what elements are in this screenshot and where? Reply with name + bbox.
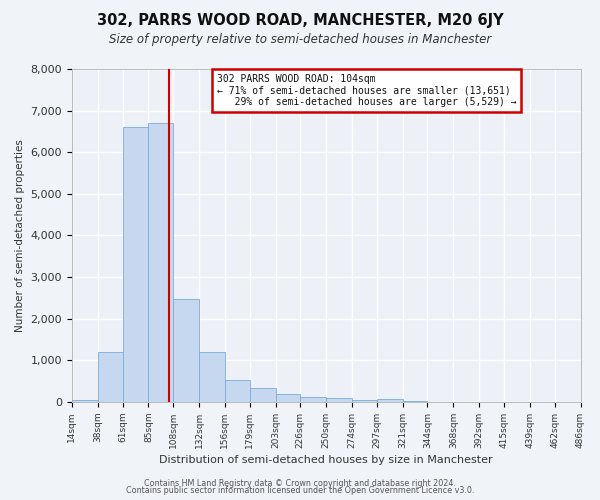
Text: Contains public sector information licensed under the Open Government Licence v3: Contains public sector information licen…: [126, 486, 474, 495]
Text: Size of property relative to semi-detached houses in Manchester: Size of property relative to semi-detach…: [109, 32, 491, 46]
Bar: [148, 123, 173, 402]
Bar: [275, 394, 301, 402]
Bar: [377, 398, 403, 402]
Bar: [98, 352, 122, 402]
Bar: [403, 400, 427, 402]
Bar: [301, 396, 326, 402]
Bar: [72, 400, 98, 402]
Bar: [250, 388, 275, 402]
Bar: [173, 298, 199, 402]
Text: 302, PARRS WOOD ROAD, MANCHESTER, M20 6JY: 302, PARRS WOOD ROAD, MANCHESTER, M20 6J…: [97, 12, 503, 28]
X-axis label: Distribution of semi-detached houses by size in Manchester: Distribution of semi-detached houses by …: [160, 455, 493, 465]
Bar: [326, 398, 352, 402]
Bar: [199, 352, 225, 402]
Y-axis label: Number of semi-detached properties: Number of semi-detached properties: [15, 139, 25, 332]
Text: Contains HM Land Registry data © Crown copyright and database right 2024.: Contains HM Land Registry data © Crown c…: [144, 478, 456, 488]
Text: 302 PARRS WOOD ROAD: 104sqm
← 71% of semi-detached houses are smaller (13,651)
 : 302 PARRS WOOD ROAD: 104sqm ← 71% of sem…: [217, 74, 517, 107]
Bar: [122, 128, 148, 402]
Bar: [352, 400, 377, 402]
Bar: [225, 380, 250, 402]
